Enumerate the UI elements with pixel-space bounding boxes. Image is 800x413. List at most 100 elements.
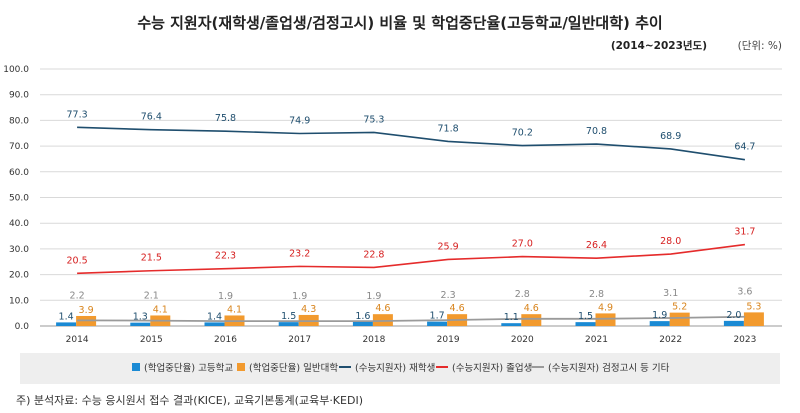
legend: (학업중단율) 고등학교 (학업중단율) 일반대학 (수능지원자) 재학생 (수능지원… [132, 362, 670, 374]
x-axis-ticks: 2014 2015 2016 2017 2018 2019 2020 2021 2022 2023 [66, 335, 757, 345]
x-tick-label: 2018 [362, 335, 385, 345]
line-value-label: 68.9 [660, 131, 681, 142]
line-value-label: 2.3 [441, 290, 456, 301]
line-value-label: 31.7 [734, 227, 755, 238]
y-axis-ticks: 0.0 10.0 20.0 30.0 40.0 50.0 60.0 70.0 80.0 90.0 1… [3, 65, 29, 332]
line-value-label: 1.9 [218, 291, 233, 302]
y-tick-label: 20.0 [9, 271, 29, 281]
y-tick-label: 50.0 [9, 194, 29, 204]
line-value-label: 26.4 [586, 240, 607, 251]
bar-value-label: 4.6 [450, 303, 465, 314]
bar-value-label: 1.1 [504, 312, 519, 323]
y-tick-label: 100.0 [3, 65, 29, 75]
x-tick-label: 2023 [733, 335, 756, 345]
y-tick-label: 70.0 [9, 142, 29, 152]
y-tick-label: 0.0 [15, 322, 30, 332]
y-tick-label: 40.0 [9, 219, 29, 229]
x-tick-label: 2015 [140, 335, 163, 345]
bar [649, 321, 670, 326]
x-tick-label: 2016 [214, 335, 237, 345]
line-value-label: 28.0 [660, 236, 681, 247]
line-value-label: 22.3 [215, 251, 236, 262]
gridlines [40, 68, 782, 327]
data-labels: 1.4 1.3 1.4 1.5 1.6 1.7 1.1 1.5 1.9 2.0 3.9 4.1 4.1 4… [59, 109, 762, 323]
legend-box [20, 353, 780, 384]
x-tick-label: 2022 [659, 335, 682, 345]
bar [501, 323, 522, 326]
bar [372, 314, 393, 326]
bar-value-label: 4.6 [375, 303, 390, 314]
y-tick-label: 80.0 [9, 116, 29, 126]
bar [204, 322, 225, 326]
bar [743, 312, 764, 326]
bar-value-label: 1.5 [281, 311, 296, 322]
bar [56, 322, 77, 326]
x-tick-label: 2020 [511, 335, 534, 345]
bar-value-label: 4.9 [598, 302, 613, 313]
line-value-label: 22.8 [363, 249, 384, 260]
line-value-label: 1.9 [292, 291, 307, 302]
bar [669, 312, 690, 326]
line-value-label: 70.8 [586, 126, 607, 137]
series-line [77, 243, 746, 275]
bar-value-label: 4.6 [524, 303, 539, 314]
unit-label: (단위: %) [738, 39, 782, 52]
y-tick-label: 90.0 [9, 91, 29, 101]
line-value-label: 2.8 [589, 289, 604, 300]
line-value-label: 27.0 [512, 239, 533, 250]
bar-value-label: 1.4 [59, 311, 74, 322]
bar [723, 320, 744, 326]
line-value-label: 2.8 [515, 289, 530, 300]
line-value-label: 21.5 [141, 253, 162, 264]
bar-value-label: 4.1 [153, 304, 168, 315]
legend-label: (수능지원자) 졸업생 [452, 362, 532, 374]
legend-label: (학업중단율) 일반대학 [249, 362, 338, 374]
line-value-label: 74.9 [289, 116, 310, 127]
bar-value-label: 1.6 [355, 311, 370, 322]
line-value-label: 1.9 [366, 291, 381, 302]
bar [521, 314, 542, 326]
y-tick-label: 60.0 [9, 168, 29, 178]
series-line [77, 315, 745, 323]
legend-label: (수능지원자) 검정고시 등 기타 [548, 362, 670, 374]
legend-label: (학업중단율) 고등학교 [144, 362, 233, 374]
line-value-label: 77.3 [67, 109, 88, 120]
line-value-label: 23.2 [289, 248, 310, 259]
y-tick-label: 30.0 [9, 245, 29, 255]
line-value-label: 3.1 [663, 288, 678, 299]
line-value-label: 75.8 [215, 113, 236, 124]
source-note: 주) 분석자료: 수능 응시원서 접수 결과(KICE), 교육기본통계(교육부… [16, 394, 363, 407]
legend-label: (수능지원자) 재학생 [355, 363, 435, 374]
line-value-label: 25.9 [438, 241, 459, 252]
x-tick-label: 2014 [66, 335, 89, 345]
line-value-label: 70.2 [512, 128, 533, 139]
bar-value-label: 5.2 [672, 302, 687, 313]
line-value-label: 64.7 [734, 142, 755, 153]
bar [278, 322, 299, 326]
bar-value-label: 1.5 [578, 311, 593, 322]
line-value-label: 2.1 [144, 291, 159, 302]
x-tick-label: 2021 [585, 335, 608, 345]
bar-value-label: 1.3 [133, 312, 148, 323]
legend-swatch [237, 363, 245, 371]
y-tick-label: 10.0 [9, 296, 29, 306]
bar [130, 322, 151, 326]
bar [427, 321, 448, 326]
bar [575, 322, 596, 326]
bar [595, 313, 616, 326]
line-value-label: 75.3 [363, 114, 384, 125]
series-line [77, 126, 746, 161]
bar-value-label: 3.9 [79, 305, 94, 316]
period-label: (2014~2023년도) [611, 39, 707, 52]
bar-value-label: 1.7 [430, 311, 445, 322]
line-value-label: 2.2 [70, 290, 85, 301]
legend-swatch [132, 363, 140, 371]
line-value-label: 76.4 [141, 112, 162, 123]
line-value-label: 20.5 [67, 255, 88, 266]
bar-value-label: 4.1 [227, 304, 242, 315]
chart-title: 수능 지원자(재학생/졸업생/검정고시) 비율 및 학업중단율(고등학교/일반대… [137, 14, 662, 32]
lines [77, 126, 746, 323]
bar-value-label: 2.0 [726, 310, 741, 321]
